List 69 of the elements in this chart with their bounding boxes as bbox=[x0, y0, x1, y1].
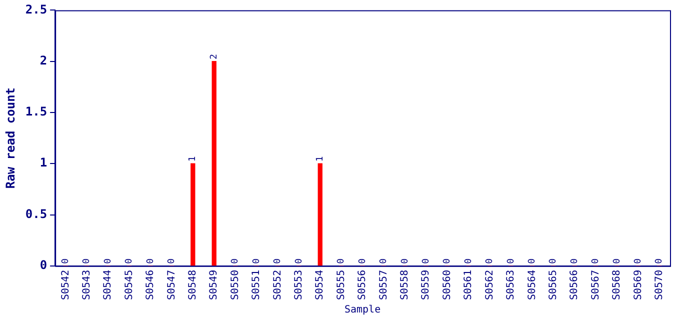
y-tick-label: 2.5 bbox=[25, 2, 48, 16]
data-label: 0 bbox=[421, 258, 432, 264]
x-tick-label: S0563 bbox=[506, 270, 517, 300]
data-label: 0 bbox=[61, 258, 72, 264]
data-label: 0 bbox=[654, 258, 665, 264]
y-tick-label: 0 bbox=[40, 258, 48, 272]
data-label: 0 bbox=[230, 258, 241, 264]
y-tick-label: 1.5 bbox=[25, 104, 48, 119]
x-tick-label: S0550 bbox=[230, 270, 241, 300]
x-tick-label: S0555 bbox=[336, 270, 347, 300]
y-tick-label: 1 bbox=[40, 156, 48, 170]
x-tick-label: S0553 bbox=[294, 270, 305, 300]
data-label: 1 bbox=[315, 156, 326, 162]
x-tick-label: S0561 bbox=[463, 270, 474, 300]
x-tick-label: S0560 bbox=[442, 270, 453, 300]
x-axis-title: Sample bbox=[344, 304, 381, 316]
data-label: 0 bbox=[485, 258, 496, 264]
x-tick-label: S0552 bbox=[272, 270, 284, 300]
data-label: 0 bbox=[528, 258, 538, 264]
x-tick-label: S0569 bbox=[632, 270, 644, 300]
x-tick-label: S0558 bbox=[400, 270, 411, 300]
data-label: 0 bbox=[612, 258, 622, 264]
x-tick-label: S0547 bbox=[166, 270, 178, 300]
x-tick-label: S0565 bbox=[548, 270, 559, 300]
data-label: 0 bbox=[548, 258, 559, 264]
data-label: 0 bbox=[570, 258, 580, 264]
data-label: 0 bbox=[82, 258, 92, 264]
y-tick-label: 0.5 bbox=[25, 206, 48, 221]
x-tick-label: S0562 bbox=[484, 270, 496, 300]
data-label: 0 bbox=[358, 258, 368, 264]
x-tick-label: S0543 bbox=[81, 270, 92, 300]
data-label: 0 bbox=[379, 258, 390, 264]
data-label: 0 bbox=[252, 258, 262, 264]
data-label: 0 bbox=[273, 258, 284, 264]
y-tick-label: 2 bbox=[40, 53, 48, 68]
x-tick-label: S0567 bbox=[590, 270, 602, 300]
x-tick-label: S0556 bbox=[357, 270, 368, 300]
x-tick-label: S0568 bbox=[612, 270, 623, 300]
x-tick-label: S0559 bbox=[420, 270, 432, 300]
data-label: 0 bbox=[124, 258, 135, 264]
data-label: 0 bbox=[591, 258, 602, 264]
data-label: 0 bbox=[400, 258, 410, 264]
bar bbox=[318, 163, 322, 266]
x-tick-label: S0557 bbox=[378, 270, 390, 300]
x-tick-label: S0546 bbox=[145, 270, 156, 300]
data-label: 0 bbox=[336, 258, 347, 264]
x-tick-label: S0544 bbox=[102, 270, 114, 300]
x-tick-label: S0551 bbox=[251, 270, 262, 300]
x-tick-label: S0542 bbox=[60, 270, 72, 300]
data-label: 0 bbox=[464, 258, 474, 264]
x-tick-label: S0548 bbox=[187, 270, 198, 300]
x-tick-label: S0554 bbox=[314, 270, 326, 300]
y-axis-title: Raw read count bbox=[3, 87, 18, 189]
data-label: 0 bbox=[103, 258, 114, 264]
x-tick-label: S0549 bbox=[208, 270, 220, 300]
data-label: 2 bbox=[209, 54, 220, 60]
data-label: 0 bbox=[146, 258, 156, 264]
data-label: 0 bbox=[634, 258, 644, 264]
data-label: 0 bbox=[506, 258, 516, 264]
data-label: 0 bbox=[442, 258, 453, 264]
x-tick-label: S0570 bbox=[654, 270, 665, 300]
bar bbox=[212, 61, 216, 266]
x-tick-label: S0564 bbox=[526, 270, 538, 300]
data-label: 0 bbox=[167, 258, 178, 264]
x-tick-label: S0566 bbox=[569, 270, 580, 300]
data-label: 0 bbox=[294, 258, 304, 264]
data-label: 1 bbox=[188, 156, 198, 162]
x-tick-label: S0545 bbox=[124, 270, 135, 300]
bar bbox=[190, 163, 196, 266]
